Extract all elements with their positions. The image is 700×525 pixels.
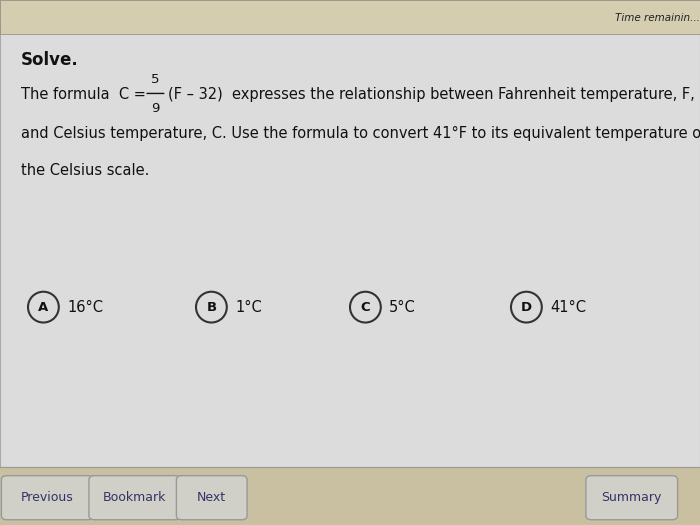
- Text: C: C: [360, 301, 370, 313]
- FancyBboxPatch shape: [0, 0, 700, 34]
- Text: Solve.: Solve.: [21, 51, 78, 69]
- Text: 5°C: 5°C: [389, 300, 416, 314]
- Text: Previous: Previous: [21, 491, 74, 504]
- Text: the Celsius scale.: the Celsius scale.: [21, 163, 149, 178]
- Text: (F – 32)  expresses the relationship between Fahrenheit temperature, F,: (F – 32) expresses the relationship betw…: [168, 87, 694, 102]
- Text: Bookmark: Bookmark: [103, 491, 167, 504]
- Text: Next: Next: [197, 491, 226, 504]
- Text: B: B: [206, 301, 216, 313]
- Text: Time remainin...: Time remainin...: [615, 13, 700, 24]
- Text: A: A: [38, 301, 48, 313]
- Text: 41°C: 41°C: [550, 300, 586, 314]
- FancyBboxPatch shape: [0, 467, 700, 525]
- Text: 9: 9: [151, 102, 160, 114]
- Text: 16°C: 16°C: [67, 300, 103, 314]
- FancyBboxPatch shape: [0, 26, 700, 467]
- Text: D: D: [521, 301, 532, 313]
- FancyBboxPatch shape: [89, 476, 181, 520]
- FancyBboxPatch shape: [1, 476, 93, 520]
- Text: and Celsius temperature, C. Use the formula to convert 41°F to its equivalent te: and Celsius temperature, C. Use the form…: [21, 127, 700, 141]
- FancyBboxPatch shape: [176, 476, 247, 520]
- Text: 1°C: 1°C: [235, 300, 262, 314]
- FancyBboxPatch shape: [586, 476, 678, 520]
- Text: Summary: Summary: [601, 491, 662, 504]
- Text: 5: 5: [151, 74, 160, 86]
- Text: The formula  C =: The formula C =: [21, 87, 146, 102]
